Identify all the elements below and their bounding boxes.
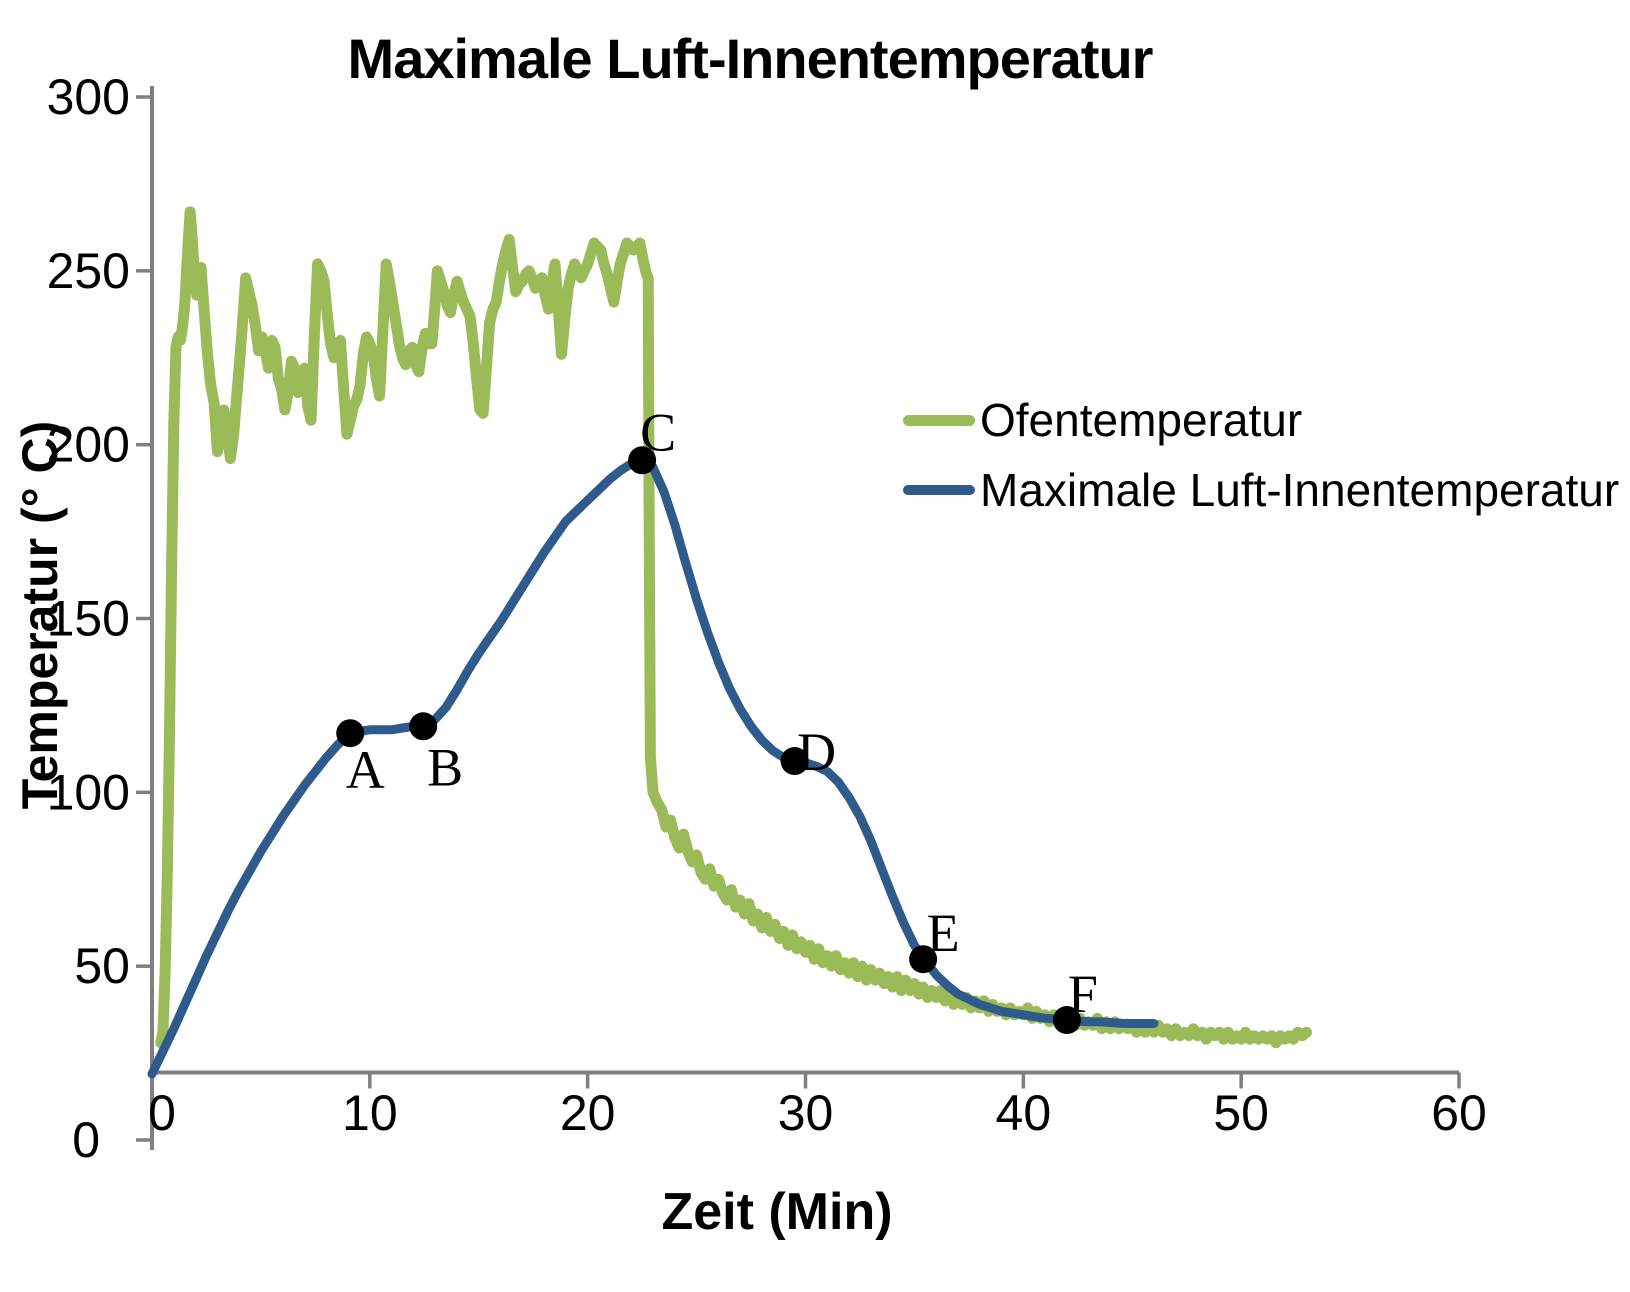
x-tick-label: 40 — [996, 1085, 1052, 1141]
point-marker-F — [1052, 1006, 1081, 1035]
oven-temp-curve — [155, 206, 1312, 1049]
point-label-C: C — [640, 402, 676, 462]
point-label-E: E — [927, 903, 960, 963]
y-tick-label: 250 — [47, 243, 130, 299]
oven-temp-legend-swatch — [903, 414, 975, 426]
legend: Ofentemperatur Maximale Luft-Innentemper… — [903, 394, 1619, 534]
y-tick-label: 100 — [47, 764, 130, 820]
point-marker-B — [409, 712, 438, 741]
point-marker-A — [336, 719, 365, 748]
chart-title: Maximale Luft-Innentemperatur — [347, 27, 1154, 90]
y-tick-label: 50 — [74, 938, 130, 994]
y-tick-label: 0 — [72, 1112, 100, 1168]
point-label-F: F — [1068, 964, 1098, 1024]
point-marker-C — [628, 446, 657, 475]
point-marker-D — [780, 747, 809, 776]
y-axis-title: Temperatur (° C) — [12, 420, 68, 810]
x-tick-label: 50 — [1213, 1085, 1269, 1141]
point-label-A: A — [346, 740, 385, 800]
legend-item-max-air: Maximale Luft-Innentemperatur — [903, 464, 1619, 516]
y-tick-label: 200 — [47, 417, 130, 473]
x-tick-label: 60 — [1431, 1085, 1487, 1141]
y-tick-label: 150 — [47, 591, 130, 647]
y-tick-label: 300 — [47, 69, 130, 125]
x-axis-title: Zeit (Min) — [661, 1183, 893, 1241]
oven-temp-legend-label: Ofentemperatur — [980, 394, 1303, 446]
point-label-D: D — [797, 722, 836, 782]
legend-item-oven: Ofentemperatur — [903, 394, 1619, 446]
x-tick-label: 0 — [148, 1085, 176, 1141]
max-air-temp-legend-swatch — [903, 485, 975, 495]
x-tick-label: 20 — [560, 1085, 616, 1141]
max-air-temp-legend-label: Maximale Luft-Innentemperatur — [980, 464, 1620, 516]
x-tick-label: 30 — [778, 1085, 834, 1141]
x-tick-label: 10 — [342, 1085, 398, 1141]
point-marker-E — [909, 945, 938, 974]
point-label-B: B — [427, 737, 463, 797]
